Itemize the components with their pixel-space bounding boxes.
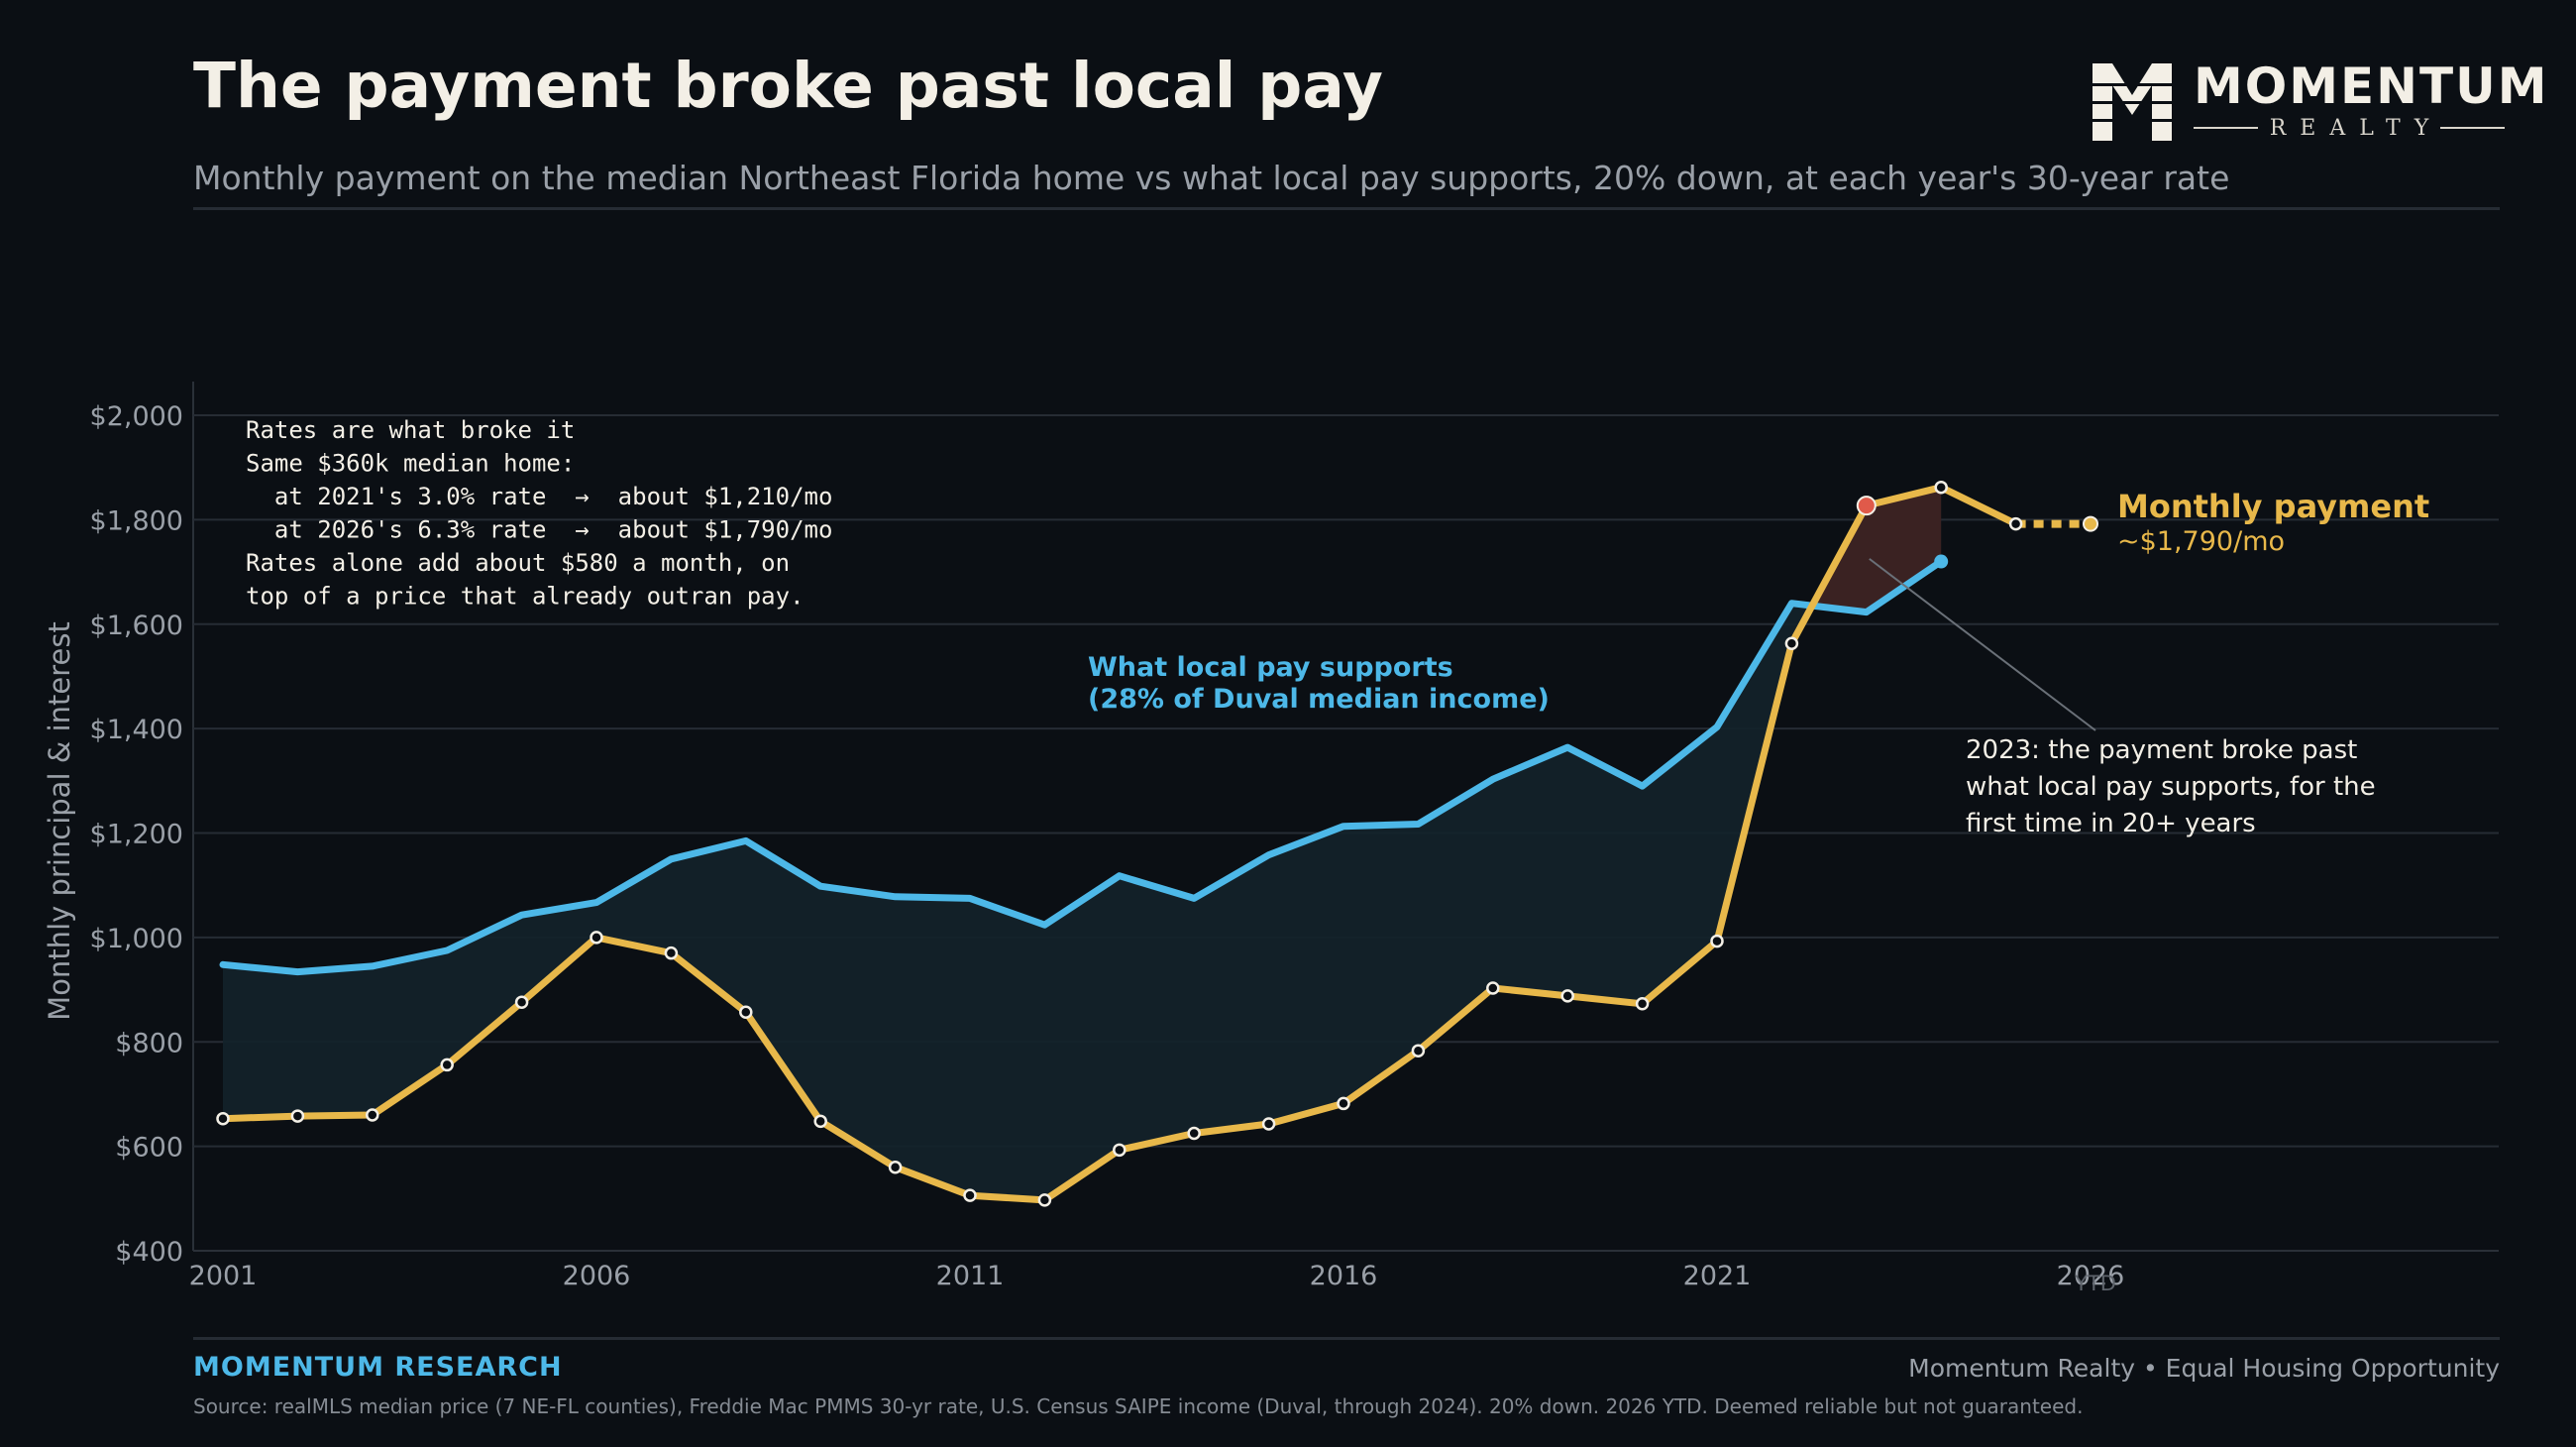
logo-sub: REALTY: [2194, 113, 2505, 143]
page-subtitle: Monthly payment on the median Northeast …: [193, 159, 2230, 197]
x-tick-note: YTD: [2074, 1272, 2116, 1295]
y-tick-label: $1,200: [90, 820, 183, 850]
payment-point: [290, 1109, 305, 1123]
note-line: Rates are what broke it: [246, 416, 575, 444]
gap-area: [223, 487, 1942, 1200]
payment-label: Monthly payment: [2117, 488, 2429, 525]
y-tick-label: $800: [115, 1028, 183, 1058]
logo-sub-text: REALTY: [2269, 115, 2443, 141]
m-logo-icon: [2089, 63, 2176, 141]
payment-point: [1486, 981, 1500, 995]
logo-rule-left: [2194, 127, 2258, 129]
payment-point: [1710, 934, 1724, 948]
x-tick-label: 2021: [1683, 1261, 1752, 1291]
payment-point: [1635, 997, 1650, 1011]
y-tick-label: $2,000: [90, 401, 183, 432]
callout-line: 2023: the payment broke past: [1966, 735, 2357, 765]
supports-endpoint: [1934, 554, 1949, 569]
x-tick-label: 2026: [2057, 1261, 2125, 1291]
payment-point: [813, 1114, 827, 1129]
text-layer: $400 $600 $800 $1,000 $1,200 $1,400 $1,600 $1,8…: [43, 401, 2429, 1295]
note-line: Rates alone add about $580 a month, on: [246, 549, 790, 577]
payment-point: [1113, 1143, 1127, 1158]
payment-point: [1411, 1044, 1426, 1057]
payment-point: [1337, 1096, 1350, 1111]
payment-value-label: ~$1,790/mo: [2117, 526, 2285, 557]
y-tick-label: $1,600: [90, 611, 183, 641]
payment-point: [514, 995, 529, 1009]
payment-point: [1187, 1126, 1201, 1141]
payment-point: [1784, 636, 1799, 650]
momentum-realty-logo: MOMENTUM REALTY: [2089, 57, 2546, 147]
source-note: Source: realMLS median price (7 NE-FL co…: [193, 1394, 2084, 1418]
note-line: at 2026's 6.3% rate → about $1,790/mo: [246, 516, 832, 544]
footer-brand: MOMENTUM RESEARCH: [193, 1352, 563, 1383]
payment-point: [1261, 1117, 1276, 1131]
page-title: The payment broke past local pay: [193, 50, 1383, 122]
point-layer: [216, 480, 2098, 1207]
payment-point: [888, 1160, 903, 1174]
x-tick-label: 2016: [1310, 1261, 1378, 1291]
callout-line: first time in 20+ years: [1966, 809, 2256, 838]
payment-point: [440, 1057, 454, 1072]
payment-point: [739, 1005, 753, 1019]
payment-point: [963, 1188, 977, 1202]
payment-point: [2008, 516, 2023, 531]
supports-label-sub: (28% of Duval median income): [1088, 684, 1550, 715]
x-tick-label: 2006: [563, 1261, 631, 1291]
y-tick-label: $1,000: [90, 924, 183, 954]
crossover-point: [1856, 496, 1877, 516]
payment-point: [216, 1111, 230, 1126]
footer-divider: [193, 1337, 2500, 1340]
y-tick-label: $400: [115, 1237, 183, 1268]
payment-point: [1934, 480, 1948, 495]
footer-right: Momentum Realty • Equal Housing Opportun…: [1908, 1354, 2500, 1383]
x-tick-label: 2001: [189, 1261, 258, 1291]
callout-leader: [1869, 558, 2096, 731]
logo-rule-right: [2440, 127, 2505, 129]
note-line: at 2021's 3.0% rate → about $1,210/mo: [246, 483, 832, 510]
payment-endpoint: [2083, 515, 2098, 532]
supports-line: [219, 558, 1945, 976]
payment-point: [1560, 989, 1574, 1003]
y-tick-label: $600: [115, 1133, 183, 1164]
logo-name: MOMENTUM: [2194, 57, 2549, 115]
x-tick-label: 2011: [936, 1261, 1005, 1291]
note-line: top of a price that already outran pay.: [246, 583, 805, 611]
payment-point: [590, 931, 603, 945]
payment-point: [664, 946, 679, 960]
header-divider: [193, 207, 2500, 210]
callout-line: what local pay supports, for the: [1966, 772, 2376, 802]
note-line: Same $360k median home:: [246, 450, 575, 478]
y-axis-label: Monthly principal & interest: [43, 621, 76, 1021]
payment-point: [1037, 1193, 1052, 1207]
supports-label: What local pay supports: [1088, 652, 1453, 683]
y-tick-label: $1,800: [90, 505, 183, 536]
y-tick-label: $1,400: [90, 715, 183, 745]
payment-chart: $400 $600 $800 $1,000 $1,200 $1,400 $1,600 $1,8…: [43, 382, 2499, 1295]
payment-point: [366, 1108, 379, 1122]
